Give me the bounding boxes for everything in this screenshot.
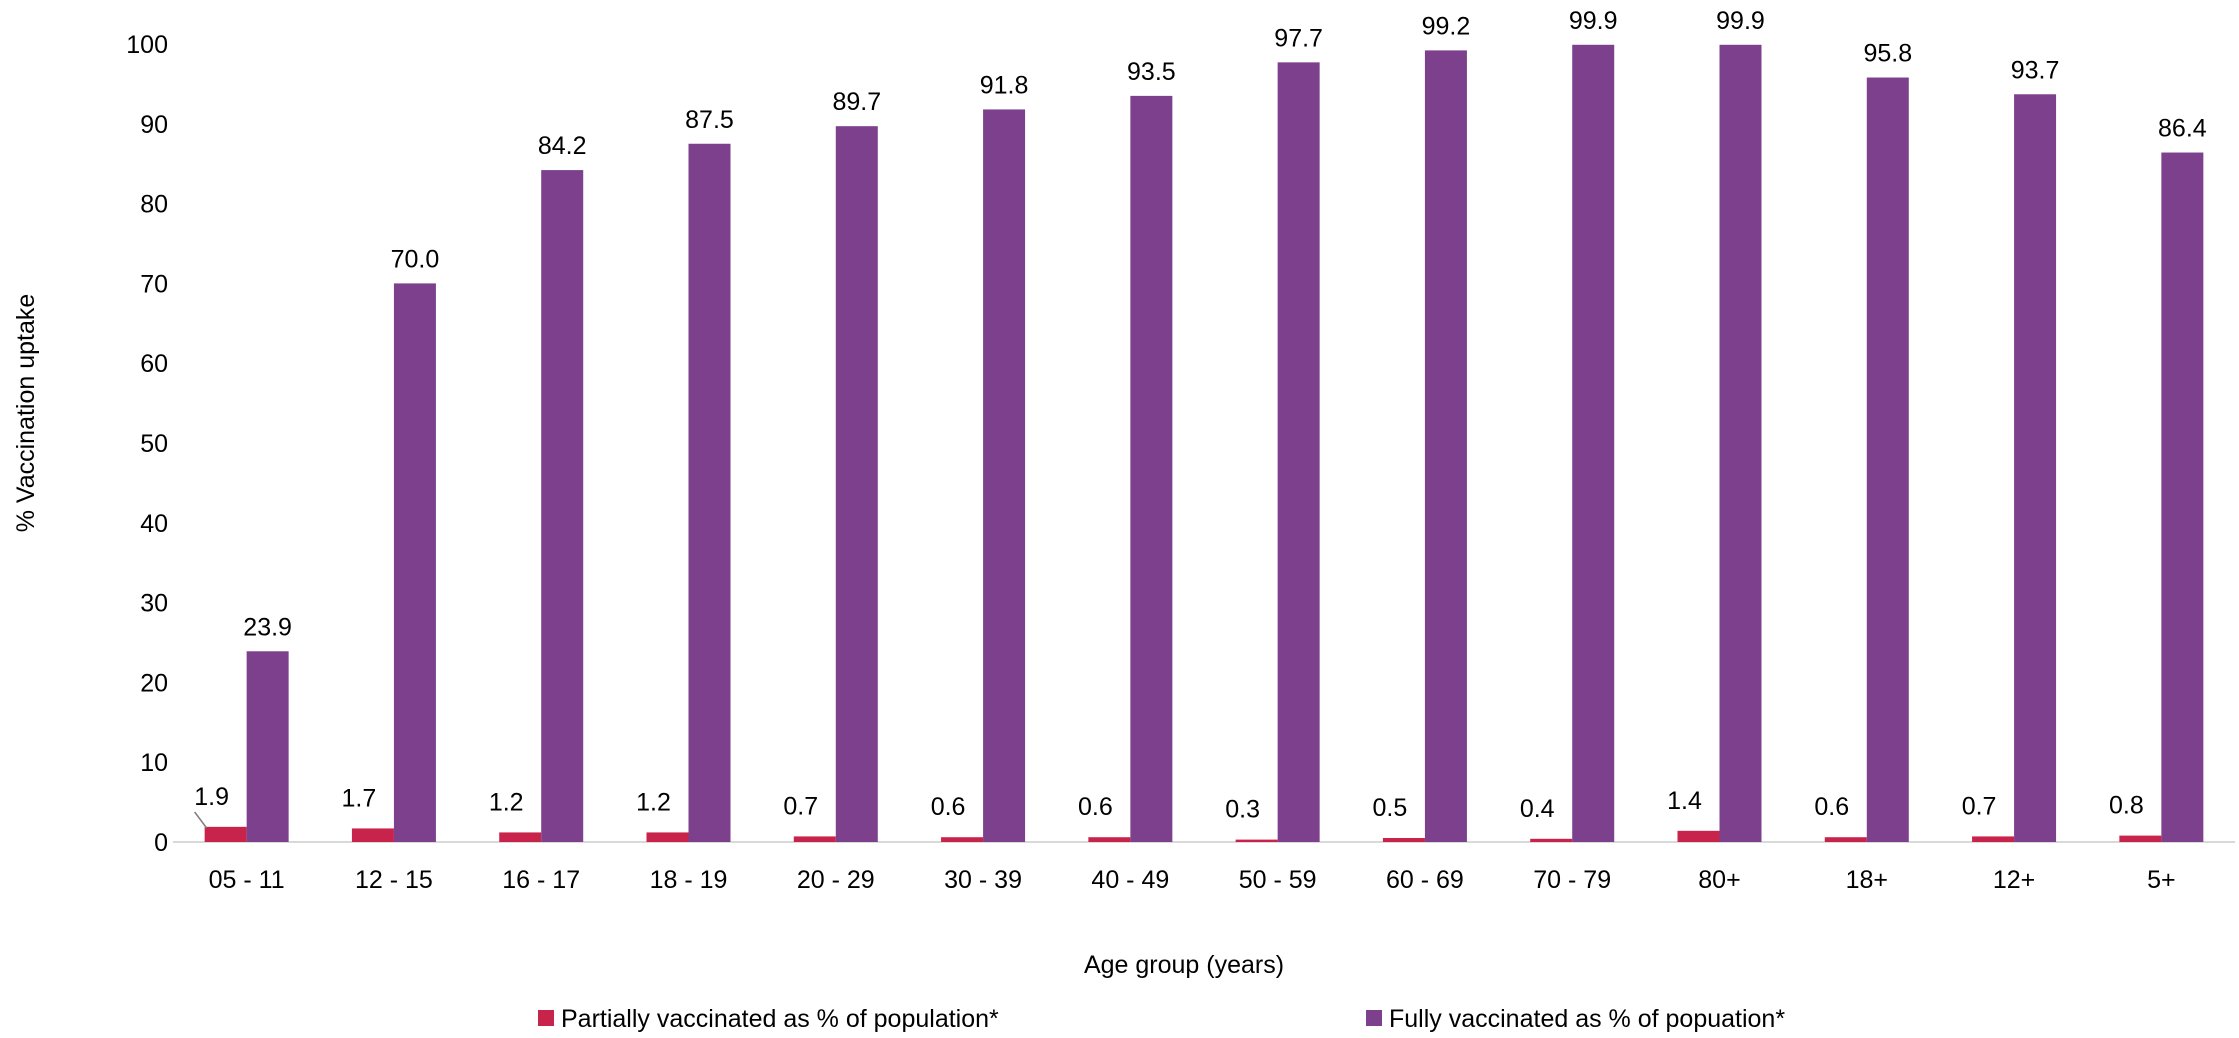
data-label-fully-vaccinated: 87.5 xyxy=(685,106,734,134)
x-axis-title: Age group (years) xyxy=(1084,951,1284,979)
category-label: 18+ xyxy=(1846,866,1888,894)
category-label: 18 - 19 xyxy=(650,866,728,894)
data-labels: 1.9 23.9 1.7 70.0 1.2 84.2 1.2 87.5 0.7 89.7 0.6 91… xyxy=(194,7,2207,829)
bar-fully-vaccinated xyxy=(983,109,1026,843)
y-tick-label: 80 xyxy=(140,191,168,219)
data-label-fully-vaccinated: 99.2 xyxy=(1422,12,1471,40)
bar-fully-vaccinated xyxy=(1719,44,1762,843)
y-tick-label: 20 xyxy=(140,669,168,697)
bar-partially-vaccinated xyxy=(646,832,689,842)
data-label-fully-vaccinated: 91.8 xyxy=(980,71,1029,99)
bar-partially-vaccinated xyxy=(1824,837,1867,842)
bar-partially-vaccinated xyxy=(941,837,984,842)
y-tick-label: 40 xyxy=(140,510,168,538)
legend-item-partially-vaccinated: Partially vaccinated as % of population* xyxy=(538,1005,999,1033)
data-label-fully-vaccinated: 99.9 xyxy=(1716,7,1765,35)
data-label-partially-vaccinated: 0.4 xyxy=(1520,795,1555,823)
data-label-partially-vaccinated: 0.7 xyxy=(1962,792,1997,820)
category-label: 50 - 59 xyxy=(1239,866,1317,894)
bar-fully-vaccinated xyxy=(1572,44,1615,843)
category-label: 16 - 17 xyxy=(502,866,580,894)
bar-partially-vaccinated xyxy=(1235,839,1278,842)
bar-fully-vaccinated xyxy=(1866,77,1909,843)
category-label: 20 - 29 xyxy=(797,866,875,894)
data-label-partially-vaccinated: 0.6 xyxy=(931,793,966,821)
category-label: 70 - 79 xyxy=(1533,866,1611,894)
bar-partially-vaccinated xyxy=(1677,830,1720,842)
y-tick-label: 10 xyxy=(140,749,168,777)
data-label-fully-vaccinated: 99.9 xyxy=(1569,7,1618,35)
y-tick-label: 90 xyxy=(140,111,168,139)
bar-partially-vaccinated xyxy=(1972,836,2015,842)
bar-partially-vaccinated xyxy=(499,832,542,842)
data-label-partially-vaccinated: 1.4 xyxy=(1667,787,1702,815)
data-label-partially-vaccinated: 0.6 xyxy=(1078,793,1113,821)
legend-label: Partially vaccinated as % of population* xyxy=(561,1005,999,1033)
data-label-partially-vaccinated: 0.8 xyxy=(2109,792,2144,820)
bar-partially-vaccinated xyxy=(204,826,247,842)
bar-fully-vaccinated xyxy=(2161,152,2204,842)
category-label: 60 - 69 xyxy=(1386,866,1464,894)
data-label-partially-vaccinated: 1.9 xyxy=(194,783,229,811)
data-label-fully-vaccinated: 93.7 xyxy=(2011,56,2060,84)
category-label: 30 - 39 xyxy=(944,866,1022,894)
bar-partially-vaccinated xyxy=(1382,838,1425,842)
data-label-partially-vaccinated: 1.2 xyxy=(636,788,671,816)
x-axis-category-labels: 05 - 11 12 - 15 16 - 17 18 - 19 20 - 29 30 - … xyxy=(209,866,2176,894)
legend-swatch xyxy=(538,1010,554,1026)
bar-fully-vaccinated xyxy=(688,143,731,842)
category-label: 40 - 49 xyxy=(1091,866,1169,894)
bar-fully-vaccinated xyxy=(541,170,584,843)
bar-fully-vaccinated xyxy=(246,651,289,842)
y-tick-label: 50 xyxy=(140,430,168,458)
bar-fully-vaccinated xyxy=(1424,50,1467,843)
data-label-fully-vaccinated: 97.7 xyxy=(1274,24,1323,52)
y-tick-label: 60 xyxy=(140,350,168,378)
bar-partially-vaccinated xyxy=(2119,835,2162,842)
data-label-partially-vaccinated: 1.2 xyxy=(489,788,524,816)
legend: Partially vaccinated as % of population*… xyxy=(538,1005,1785,1033)
data-label-partially-vaccinated: 0.7 xyxy=(783,792,818,820)
bar-partially-vaccinated xyxy=(1530,838,1573,842)
data-label-partially-vaccinated: 0.5 xyxy=(1373,794,1408,822)
data-label-leader-line xyxy=(194,811,208,829)
y-tick-label: 70 xyxy=(140,270,168,298)
data-label-fully-vaccinated: 93.5 xyxy=(1127,58,1176,86)
y-axis-title: % Vaccination uptake xyxy=(12,294,40,533)
data-label-partially-vaccinated: 0.6 xyxy=(1814,793,1849,821)
y-axis-ticks: 0 10 20 30 40 50 60 70 80 90 100 xyxy=(126,31,168,857)
data-label-fully-vaccinated: 95.8 xyxy=(1863,40,1912,68)
bar-fully-vaccinated xyxy=(1277,62,1320,842)
y-tick-label: 100 xyxy=(126,31,168,59)
category-label: 05 - 11 xyxy=(209,866,285,894)
y-tick-label: 30 xyxy=(140,590,168,618)
data-label-fully-vaccinated: 70.0 xyxy=(391,245,440,273)
legend-item-fully-vaccinated: Fully vaccinated as % of popuation* xyxy=(1366,1005,1785,1033)
bar-partially-vaccinated xyxy=(351,828,394,842)
data-label-fully-vaccinated: 89.7 xyxy=(832,88,881,116)
bar-fully-vaccinated xyxy=(835,126,878,843)
bar-partially-vaccinated xyxy=(1088,837,1131,842)
category-label: 12+ xyxy=(1993,866,2035,894)
legend-label: Fully vaccinated as % of popuation* xyxy=(1389,1005,1785,1033)
data-label-fully-vaccinated: 23.9 xyxy=(243,613,292,641)
category-label: 80+ xyxy=(1698,866,1740,894)
data-label-fully-vaccinated: 84.2 xyxy=(538,132,587,160)
legend-swatch xyxy=(1366,1010,1382,1026)
category-label: 5+ xyxy=(2147,866,2176,894)
category-label: 12 - 15 xyxy=(355,866,433,894)
bar-fully-vaccinated xyxy=(2014,94,2057,843)
data-label-fully-vaccinated: 86.4 xyxy=(2158,115,2207,143)
bar-fully-vaccinated xyxy=(1130,95,1173,843)
bar-partially-vaccinated xyxy=(793,836,836,842)
bars xyxy=(204,44,2204,843)
data-label-partially-vaccinated: 0.3 xyxy=(1225,796,1260,824)
y-tick-label: 0 xyxy=(154,829,168,857)
data-label-partially-vaccinated: 1.7 xyxy=(342,784,377,812)
bar-fully-vaccinated xyxy=(393,283,436,842)
